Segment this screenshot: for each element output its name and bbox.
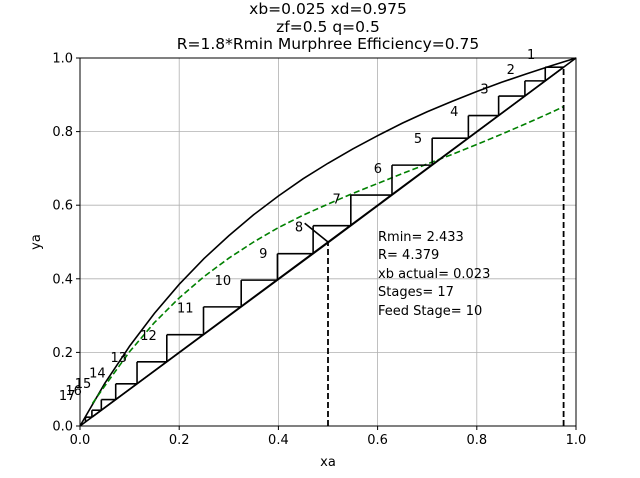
stage-label: 10 xyxy=(215,274,232,289)
annotation-stages: Stages= 17 xyxy=(378,285,454,300)
title-line-2: zf=0.5 q=0.5 xyxy=(276,18,380,36)
annotation-xb-actual: xb actual= 0.023 xyxy=(378,267,490,282)
y-tick-label: 0.8 xyxy=(52,125,73,140)
y-tick-label: 1.0 xyxy=(52,52,73,67)
axis-ticks: 0.0 0.2 0.4 0.6 0.8 1.0 0.0 0.2 0.4 0.6 0.8 1.0 xyxy=(52,52,586,449)
stage-label: 6 xyxy=(374,162,382,177)
stripping-line-curve xyxy=(91,242,329,418)
stage-label: 12 xyxy=(140,329,157,344)
stage-label: 3 xyxy=(480,83,488,98)
vertical-markers xyxy=(327,67,565,426)
chart-title: xb=0.025 xd=0.975 zf=0.5 q=0.5 R=1.8*Rmi… xyxy=(177,0,480,53)
y-tick-label: 0.4 xyxy=(52,272,73,287)
x-tick-label: 0.2 xyxy=(169,433,190,448)
stage-label: 4 xyxy=(450,105,458,120)
x-tick-label: 0.6 xyxy=(367,433,388,448)
stage-label: 8 xyxy=(295,221,303,236)
y-tick-label: 0.2 xyxy=(52,346,73,361)
stage-label: 1 xyxy=(527,48,535,63)
stage-label: 16 xyxy=(65,384,82,399)
stage-label: 9 xyxy=(259,247,267,262)
title-line-3: R=1.8*Rmin Murphree Efficiency=0.75 xyxy=(177,35,480,53)
q-line-curve xyxy=(304,222,329,243)
x-tick-label: 0.8 xyxy=(466,433,487,448)
x-tick-label: 1.0 xyxy=(566,433,587,448)
y-axis-label: ya xyxy=(29,234,44,250)
annotation-feed-stage: Feed Stage= 10 xyxy=(378,304,482,319)
x-axis-label: xa xyxy=(320,455,336,470)
annotation-rmin: Rmin= 2.433 xyxy=(378,230,464,245)
y-tick-label: 0.6 xyxy=(52,199,73,214)
y-tick-label: 0.0 xyxy=(52,420,73,435)
stage-label: 15 xyxy=(75,377,92,392)
stage-label: 2 xyxy=(507,63,515,78)
stage-label: 5 xyxy=(414,132,422,147)
annotation-r: R= 4.379 xyxy=(378,248,439,263)
stage-label: 13 xyxy=(110,351,127,366)
x-tick-label: 0.0 xyxy=(70,433,91,448)
stage-steps xyxy=(84,66,564,422)
stage-label: 11 xyxy=(177,302,194,317)
x-tick-label: 0.4 xyxy=(268,433,289,448)
results-annotation: Rmin= 2.433 R= 4.379 xb actual= 0.023 St… xyxy=(378,230,490,319)
stage-label: 7 xyxy=(333,193,341,208)
equilibrium-curve xyxy=(79,57,577,427)
effective-equilibrium-curve xyxy=(91,105,564,405)
plot-area-frame xyxy=(79,57,577,427)
stage-label: 14 xyxy=(89,367,106,382)
stage-label: 17 xyxy=(59,389,76,404)
title-line-1: xb=0.025 xd=0.975 xyxy=(249,0,407,18)
